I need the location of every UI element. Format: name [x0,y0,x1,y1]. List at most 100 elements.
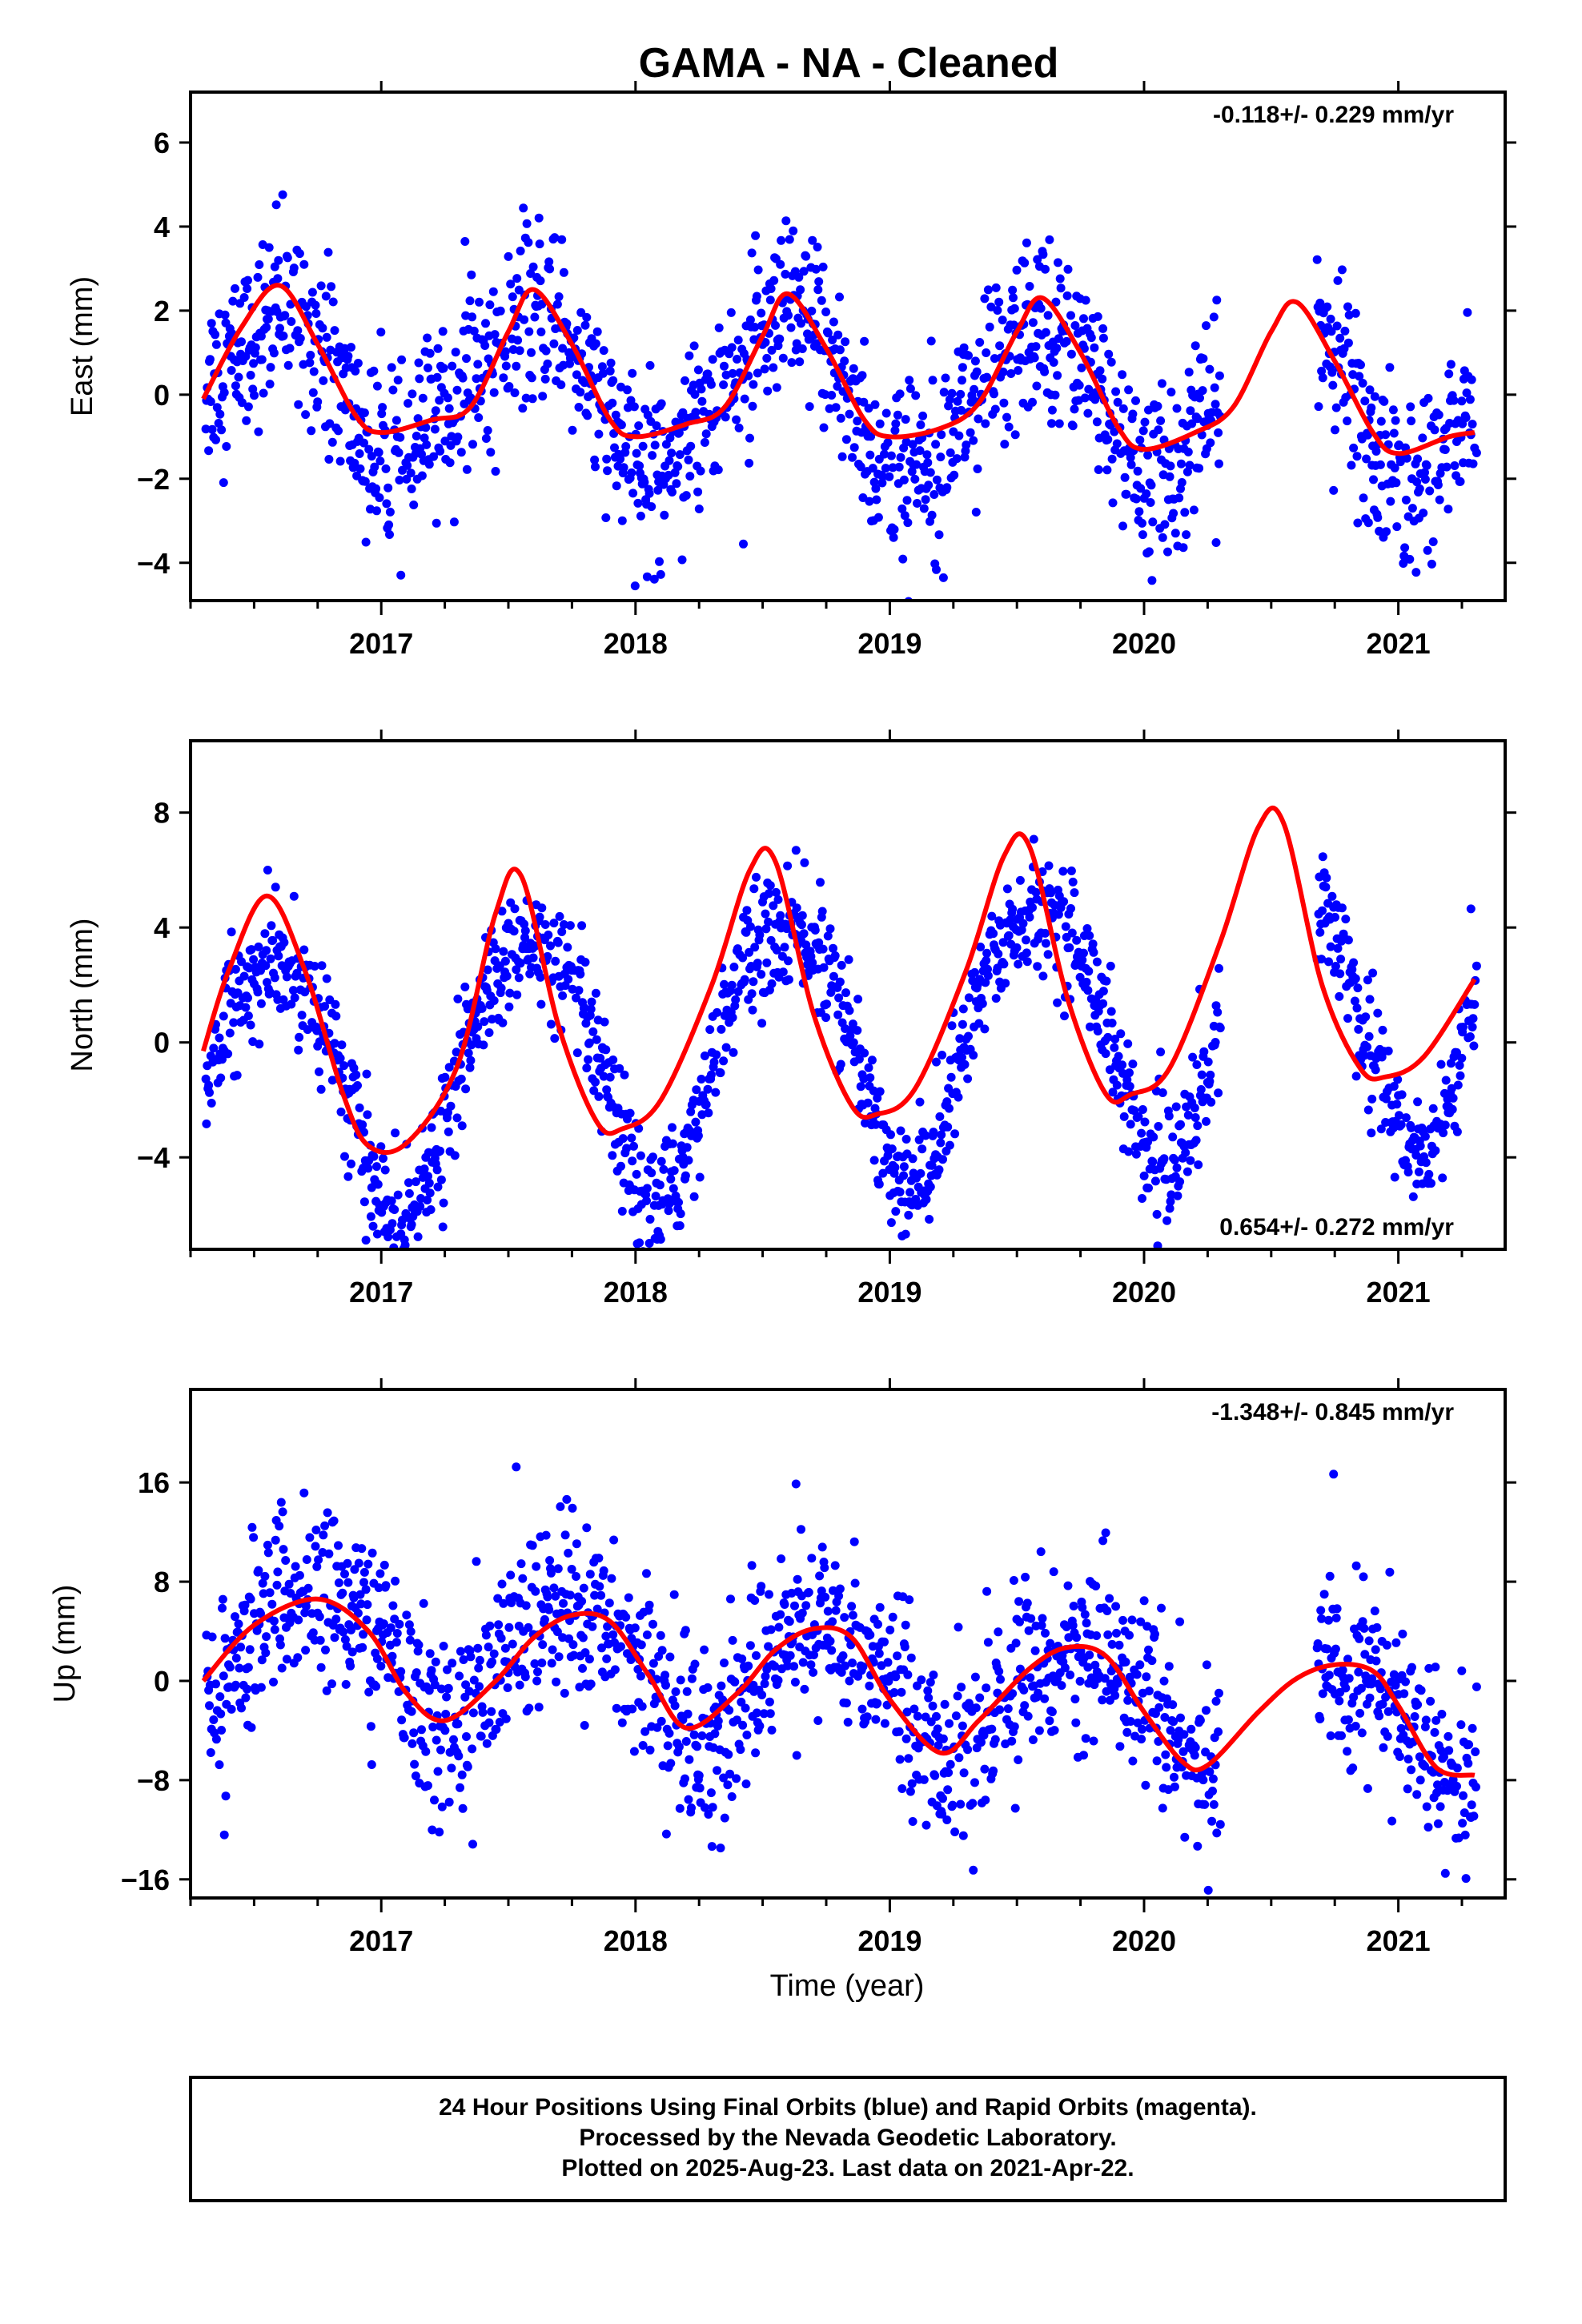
data-point [449,1735,458,1744]
data-point [848,452,857,462]
x-tick-label: 2020 [1112,1276,1176,1309]
data-point [475,297,484,307]
data-point [656,1156,666,1166]
data-point [250,391,259,400]
data-point [627,468,636,477]
data-point [441,1710,451,1719]
data-point [1118,370,1127,380]
data-point [1153,401,1162,411]
data-point [740,975,749,984]
data-point [894,462,904,472]
data-point [1194,1160,1203,1169]
data-point [708,355,717,364]
data-point [818,944,828,954]
data-point [444,404,454,413]
data-point [710,1729,720,1739]
data-point [375,1569,385,1578]
data-point [279,1545,288,1554]
data-point [536,972,545,982]
data-point [1452,1047,1461,1057]
data-point [243,1663,253,1672]
data-point [1214,428,1223,437]
data-point [444,1063,454,1072]
data-point [619,463,628,472]
data-point [636,1640,646,1650]
data-point [1183,1111,1193,1120]
data-point [1461,413,1471,422]
data-point [1359,1623,1369,1633]
data-point [456,448,466,457]
y-tick-label: −2 [137,463,170,496]
data-point [795,357,805,367]
data-point [943,1122,953,1132]
data-point [355,449,364,458]
data-point [1154,1122,1163,1131]
data-point [406,1626,416,1636]
data-point [623,403,632,412]
data-point [594,1092,604,1101]
data-point [1052,344,1062,353]
data-point [584,1038,594,1047]
data-point [458,1803,468,1813]
data-point [1375,460,1385,469]
data-point [1173,1191,1182,1200]
data-point [938,573,948,582]
data-point [577,1597,587,1606]
data-point [1416,1686,1426,1695]
data-point [829,317,838,327]
data-point [903,1670,913,1679]
data-point [1318,852,1327,862]
data-point [275,1522,284,1531]
data-point [1381,430,1391,440]
data-point [1026,1673,1035,1683]
data-point [1111,1602,1121,1611]
data-point [682,1687,692,1696]
data-point [479,1040,488,1050]
data-point [424,1686,434,1695]
data-point [833,330,843,340]
data-point [243,1011,253,1020]
data-point [835,345,845,355]
data-point [969,1051,978,1060]
data-point [572,993,580,1003]
data-point [359,1630,368,1639]
data-point [657,1646,667,1655]
data-point [987,911,997,921]
data-point [929,1128,938,1137]
data-point [799,267,809,276]
data-point [376,328,386,337]
data-point [436,446,445,456]
data-point [1166,1196,1175,1206]
data-point [621,1612,631,1622]
data-point [448,1659,457,1668]
data-point [271,883,280,892]
data-point [576,388,585,397]
y-tick-label: 8 [154,797,170,830]
data-point [640,1727,650,1736]
chart-title: GAMA - NA - Cleaned [639,40,1059,86]
data-point [1379,1743,1388,1752]
x-tick-label: 2018 [604,1924,668,1957]
data-point [1441,1076,1451,1085]
data-point [668,488,677,497]
data-point [1138,1724,1146,1734]
data-point [515,346,524,356]
data-point [1211,538,1221,547]
data-point [975,1693,985,1703]
data-point [1317,955,1327,964]
data-point [921,1820,931,1830]
data-point [910,474,920,484]
data-point [674,428,684,437]
data-point [596,1590,606,1600]
data-point [1085,1651,1094,1660]
data-point [206,1748,215,1757]
data-point [269,1677,278,1687]
data-point [1003,1704,1013,1714]
data-point [427,1123,436,1132]
data-point [440,1072,450,1082]
data-point [1176,1713,1185,1723]
data-point [1060,1011,1069,1021]
data-point [926,1182,935,1192]
data-point [686,1107,696,1116]
data-point [771,320,780,330]
